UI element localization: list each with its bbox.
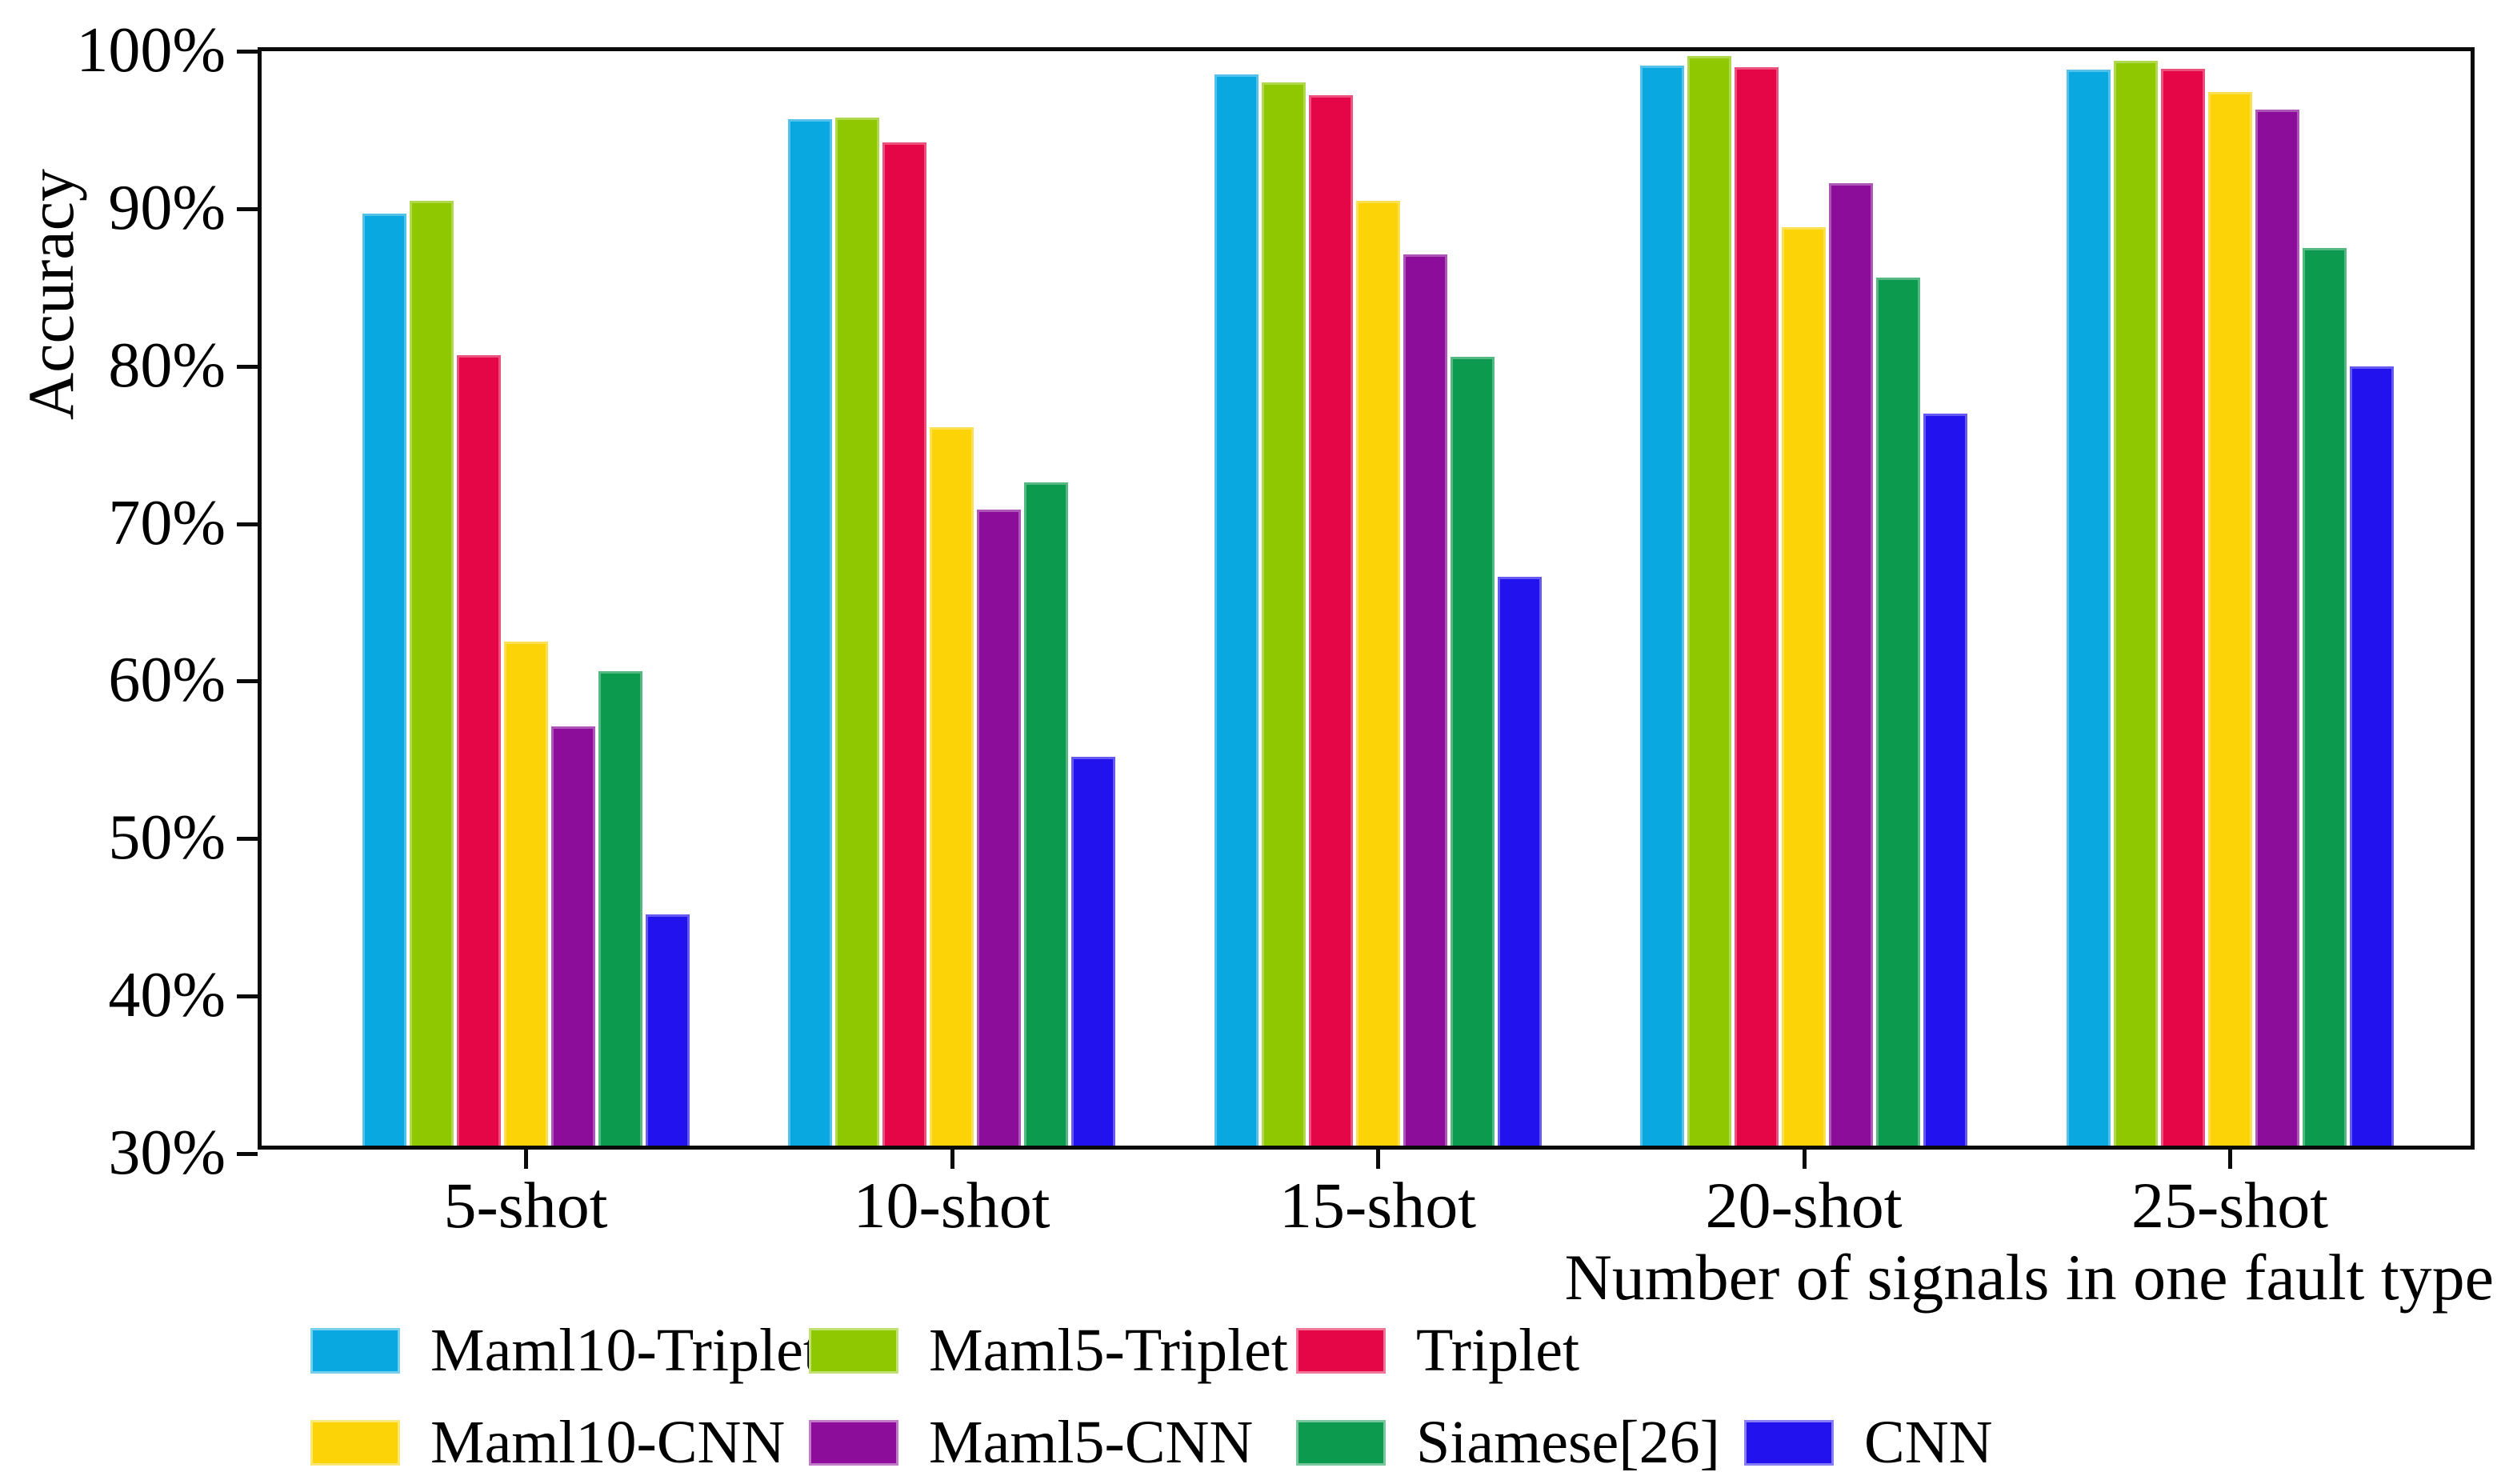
y-axis-tick (237, 994, 258, 999)
x-axis-tick (524, 1150, 528, 1169)
x-axis-tick (1376, 1150, 1380, 1169)
legend-swatch (1744, 1419, 1834, 1466)
y-axis-tick-label: 90% (108, 172, 226, 243)
y-axis-tick (237, 1152, 258, 1156)
bar-maml10-triplet-20-shot (1640, 65, 1684, 1146)
y-axis-tick-label: 30% (108, 1118, 226, 1188)
y-axis-tick (237, 837, 258, 842)
bar-maml10-triplet-25-shot (2066, 70, 2111, 1146)
bar-siamese-26--15-shot (1450, 356, 1495, 1146)
bar-triplet-5-shot (456, 354, 501, 1146)
x-axis-tick (2228, 1150, 2232, 1169)
bar-maml5-cnn-15-shot (1403, 254, 1447, 1146)
bar-cnn-10-shot (1071, 756, 1115, 1146)
bar-maml10-cnn-15-shot (1355, 200, 1400, 1146)
legend-swatch (809, 1419, 898, 1466)
bar-maml10-cnn-25-shot (2207, 92, 2252, 1146)
legend-swatch (310, 1419, 400, 1466)
x-axis-tick-label: 10-shot (853, 1169, 1050, 1242)
legend-swatch (809, 1327, 898, 1374)
y-axis-tick-label: 100% (76, 15, 226, 86)
x-axis-tick-label: 25-shot (2131, 1169, 2328, 1242)
bar-triplet-15-shot (1308, 94, 1353, 1146)
legend-swatch (1296, 1419, 1386, 1466)
bar-cnn-20-shot (1923, 413, 1967, 1146)
x-axis-tick-label: 15-shot (1279, 1169, 1476, 1242)
y-axis-tick-label: 60% (108, 645, 226, 716)
y-axis-tick (237, 679, 258, 684)
legend-swatch (310, 1327, 400, 1374)
bar-maml5-cnn-5-shot (550, 726, 595, 1146)
bar-maml5-triplet-15-shot (1261, 82, 1306, 1146)
x-axis-tick-label: 20-shot (1705, 1169, 1903, 1242)
bar-maml10-cnn-10-shot (930, 427, 974, 1146)
bar-siamese-26--10-shot (1024, 482, 1068, 1146)
legend-item-maml5-cnn: Maml5-CNN (809, 1412, 1253, 1473)
bar-siamese-26--25-shot (2302, 247, 2347, 1146)
bar-cnn-5-shot (645, 914, 690, 1146)
bar-siamese-26--20-shot (1876, 278, 1920, 1146)
bar-maml5-triplet-20-shot (1687, 55, 1731, 1146)
x-axis-title: Number of signals in one fault type (1564, 1241, 2494, 1314)
bar-maml10-triplet-10-shot (788, 118, 832, 1146)
legend-label: Maml5-CNN (929, 1409, 1254, 1476)
legend-item-maml10-cnn: Maml10-CNN (310, 1412, 785, 1473)
legend-item-siamese-26-: Siamese[26] (1296, 1412, 1720, 1473)
bar-maml5-cnn-10-shot (977, 509, 1021, 1146)
bar-triplet-10-shot (882, 142, 926, 1146)
bar-triplet-20-shot (1735, 66, 1779, 1146)
bar-maml5-triplet-10-shot (835, 117, 879, 1146)
y-axis-tick-label: 70% (108, 487, 226, 558)
legend-label: Maml10-CNN (430, 1409, 786, 1476)
bar-maml10-triplet-5-shot (362, 213, 406, 1146)
legend-label: Maml10-Triplet (430, 1317, 820, 1384)
legend-label: Triplet (1416, 1317, 1580, 1384)
y-axis-tick (237, 50, 258, 54)
legend-label: Maml5-Triplet (929, 1317, 1288, 1384)
y-axis-tick (237, 364, 258, 369)
legend-label: CNN (1864, 1409, 1993, 1476)
bar-maml10-cnn-5-shot (503, 642, 548, 1146)
legend-item-maml5-triplet: Maml5-Triplet (809, 1320, 1288, 1381)
bar-maml5-cnn-20-shot (1829, 183, 1873, 1146)
y-axis-tick-label: 80% (108, 330, 226, 401)
bar-triplet-25-shot (2160, 68, 2205, 1146)
bar-maml5-cnn-25-shot (2255, 109, 2299, 1146)
bar-maml5-triplet-25-shot (2113, 60, 2158, 1146)
y-axis-tick (237, 206, 258, 211)
legend-item-cnn: CNN (1744, 1412, 1992, 1473)
plot-area: 30% 40% 50% 60% 70% 80% 90% 100% 5-shot 10-shot 15… (76, 18, 2475, 1238)
legend-label: Siamese[26] (1416, 1409, 1720, 1476)
bar-siamese-26--5-shot (598, 671, 642, 1146)
bar-maml5-triplet-5-shot (409, 200, 454, 1146)
legend-item-triplet: Triplet (1296, 1320, 1579, 1381)
x-axis-tick (1802, 1150, 1807, 1169)
y-axis-tick-label: 50% (108, 802, 226, 874)
y-axis-tick (237, 522, 258, 526)
x-axis-tick (950, 1150, 954, 1169)
x-axis-tick-label: 5-shot (443, 1169, 608, 1242)
legend-swatch (1296, 1327, 1386, 1374)
legend-item-maml10-triplet: Maml10-Triplet (310, 1320, 820, 1381)
y-axis-tick-label: 40% (108, 960, 226, 1031)
bar-maml10-cnn-20-shot (1782, 227, 1826, 1146)
bar-cnn-25-shot (2349, 366, 2394, 1146)
bar-cnn-15-shot (1497, 577, 1542, 1146)
bar-maml10-triplet-15-shot (1214, 74, 1259, 1146)
